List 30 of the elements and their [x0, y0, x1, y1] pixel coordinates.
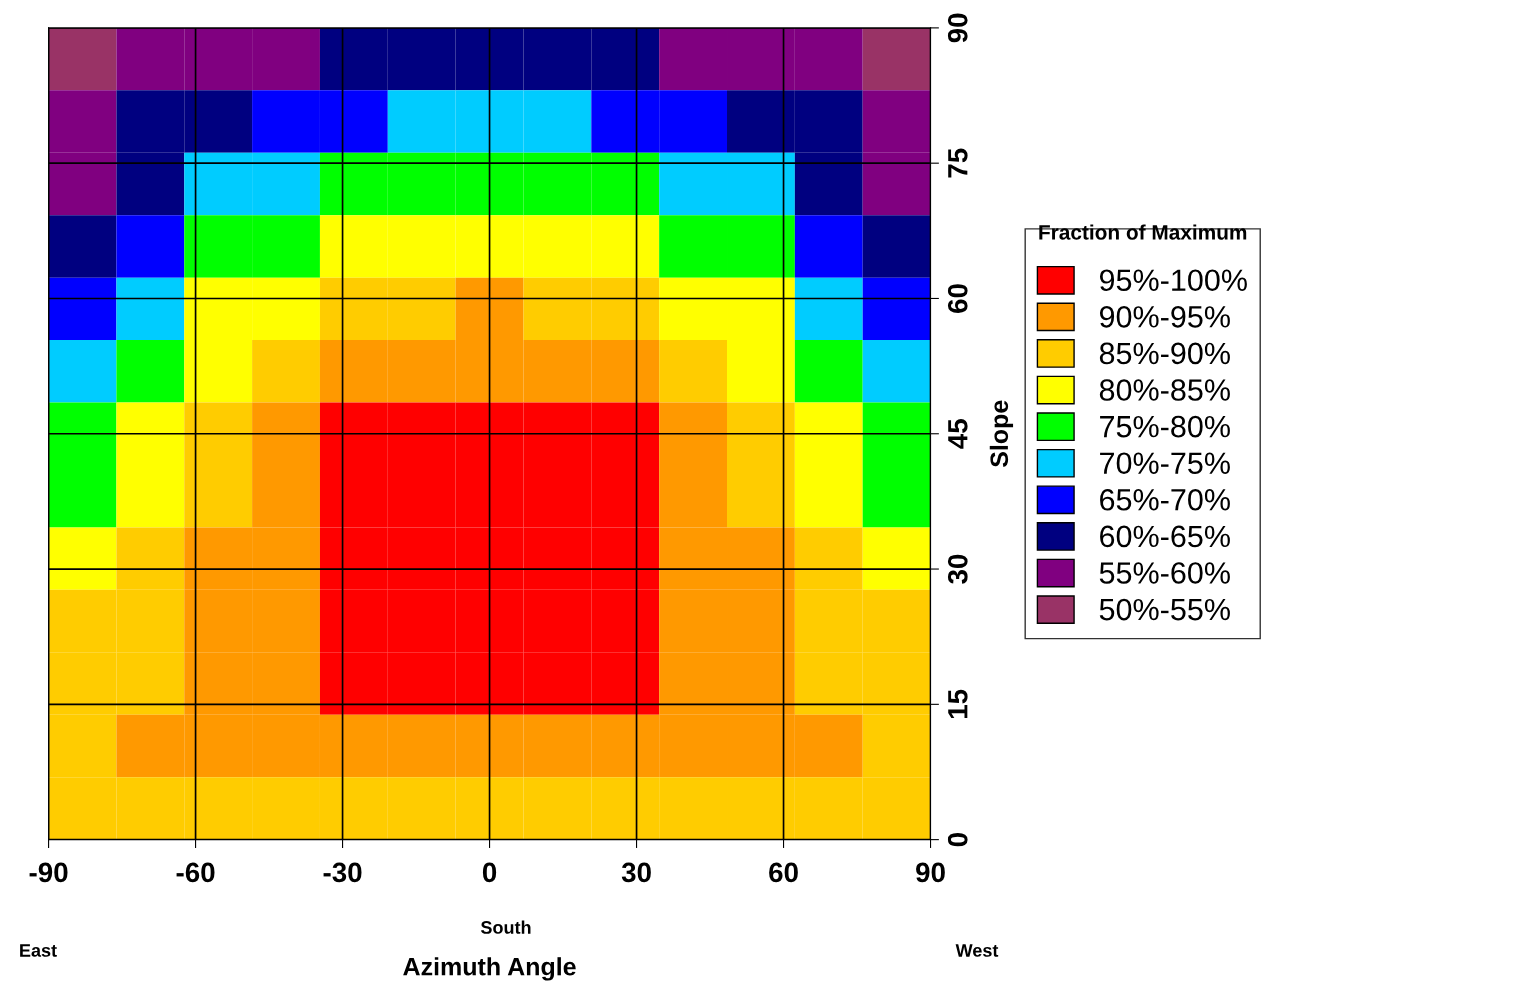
legend-title: Fraction of Maximum	[1039, 224, 1247, 240]
color-bar-label: 70%-75%	[1100, 452, 1230, 475]
color-bar-label: 60%-65%	[1100, 525, 1230, 548]
y-tick-label: 30	[947, 554, 968, 584]
x-tick-label: 30	[621, 862, 651, 883]
color-bar-label: 95%-100%	[1099, 269, 1247, 292]
y-tick-label: 60	[947, 284, 968, 313]
y-tick-label: 90	[947, 13, 968, 43]
x-tick-label: 90	[916, 862, 945, 883]
x-tick-label: 0	[482, 862, 497, 883]
color-bar-label: 75%-80%	[1100, 415, 1230, 438]
color-bar-label: 65%-70%	[1100, 488, 1230, 511]
y-tick-label: 15	[948, 689, 968, 719]
color-bar-label: 85%-90%	[1099, 342, 1230, 365]
color-bar-label: 50%-55%	[1099, 598, 1230, 621]
y-tick-label: 45	[948, 419, 968, 449]
color-bar-label: 90%-95%	[1099, 306, 1230, 328]
color-bar-label: 80%-85%	[1099, 379, 1230, 401]
y-tick-label: 0	[947, 833, 968, 847]
x-tick-label: -60	[176, 862, 215, 883]
color-bar-label: 55%-60%	[1099, 562, 1230, 584]
text: South	[480, 920, 531, 934]
x-tick-label: 60	[769, 862, 798, 883]
x-axis-title: Azimuth Angle	[403, 957, 576, 981]
text: West	[955, 944, 999, 957]
text: East	[20, 944, 57, 957]
x-tick-label: -90	[29, 862, 68, 883]
x-tick-label: -30	[323, 862, 362, 883]
y-axis-title: Slope	[989, 400, 1014, 468]
y-tick-label: 75	[948, 148, 968, 178]
